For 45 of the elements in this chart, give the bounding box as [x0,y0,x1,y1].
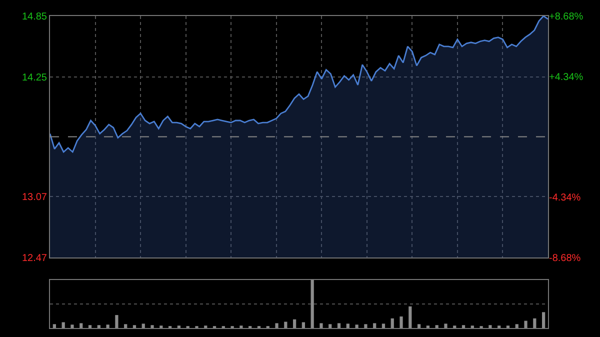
y-tick-label: 13.07 [22,192,48,204]
bar [88,325,92,328]
bar [310,280,314,328]
bar [97,325,100,328]
bar [337,323,341,328]
bar [293,319,296,328]
bar [328,324,332,328]
bar [515,324,518,328]
y2-tick-label: -4.34% [549,192,581,204]
y2-tick-label: -8.68% [549,252,581,264]
bar [533,318,536,328]
bar [390,318,394,328]
bar [444,324,448,328]
bar [435,325,438,328]
bar [275,323,278,328]
bar [302,322,305,328]
bar [462,325,466,328]
bar [364,324,368,328]
bar [408,306,412,328]
bar [373,323,376,328]
bar [346,324,350,328]
bar [524,320,528,328]
y-tick-label: 12.47 [22,252,48,264]
bar [52,324,56,328]
bar [382,324,386,328]
bar [70,324,74,328]
bar [62,322,65,328]
bar [132,325,136,328]
bar [284,322,288,328]
bar [142,324,145,328]
bar [488,325,492,328]
bar [124,324,128,328]
bar [542,312,546,328]
y2-tick-label: +8.68% [549,12,584,22]
bar [400,316,403,328]
bar [115,315,118,328]
y-tick-label: 14.85 [22,12,48,22]
bar [80,323,83,328]
bar [355,324,358,328]
bar [150,325,154,328]
bar [106,324,110,328]
bar [320,323,323,328]
y2-tick-label: +4.34% [549,72,584,83]
y-tick-label: 14.25 [22,72,48,84]
bar [418,324,421,328]
